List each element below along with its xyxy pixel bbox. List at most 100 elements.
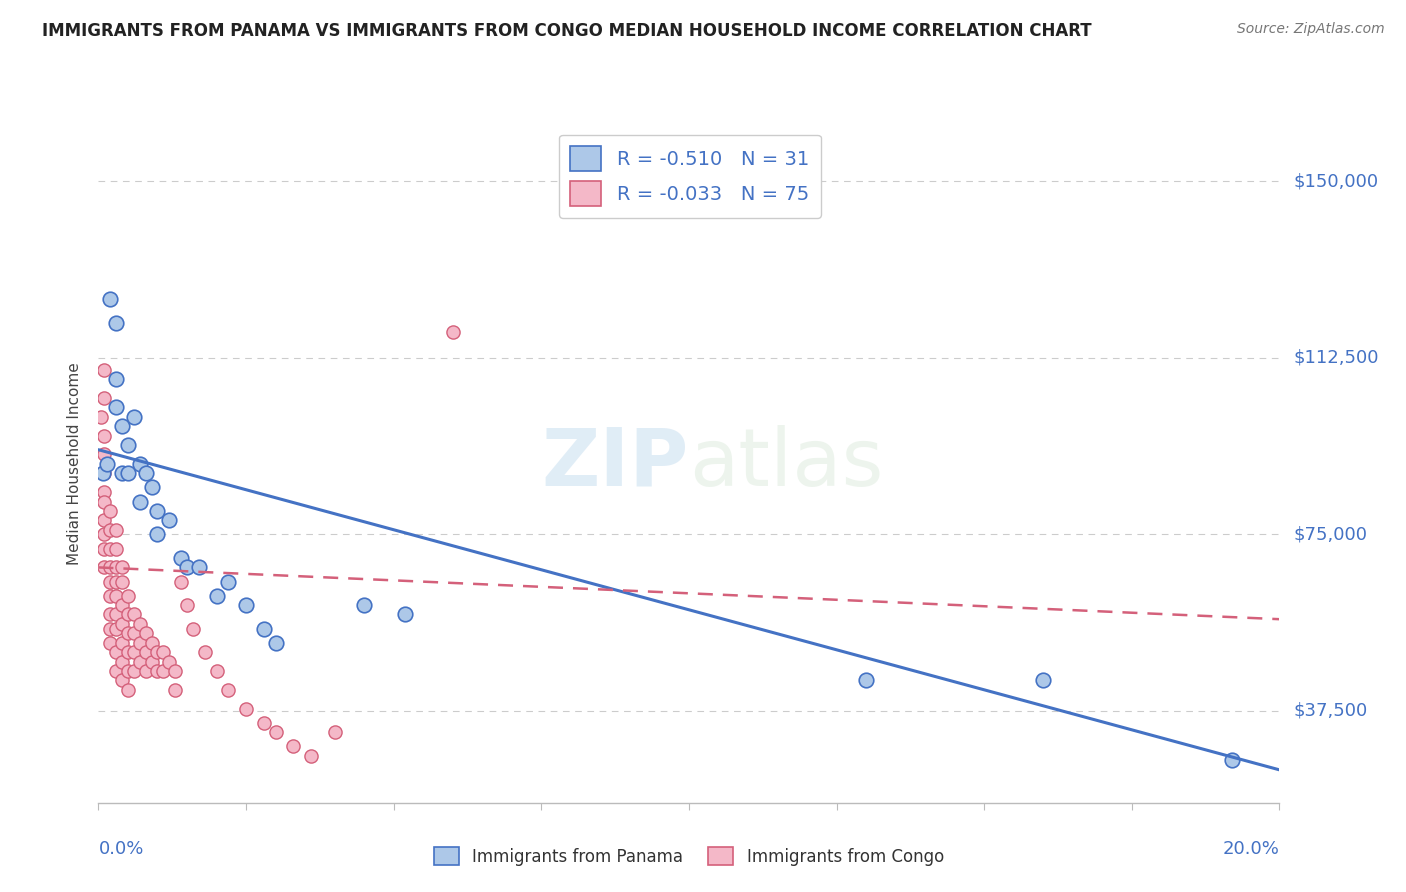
Text: IMMIGRANTS FROM PANAMA VS IMMIGRANTS FROM CONGO MEDIAN HOUSEHOLD INCOME CORRELAT: IMMIGRANTS FROM PANAMA VS IMMIGRANTS FRO… xyxy=(42,22,1092,40)
Text: ZIP: ZIP xyxy=(541,425,689,503)
Point xyxy=(170,574,193,589)
Point xyxy=(1032,673,1054,688)
Point xyxy=(122,607,145,622)
Point xyxy=(170,551,193,566)
Point xyxy=(117,682,139,697)
Y-axis label: Median Household Income: Median Household Income xyxy=(67,362,83,566)
Point xyxy=(93,485,115,500)
Point xyxy=(441,325,464,339)
Point xyxy=(105,664,128,678)
Point xyxy=(135,664,157,678)
Point xyxy=(105,645,128,659)
Point xyxy=(353,598,375,612)
Point xyxy=(105,607,128,622)
Point xyxy=(194,645,217,659)
Point xyxy=(93,527,115,541)
Point xyxy=(117,467,139,481)
Text: $75,000: $75,000 xyxy=(1294,525,1368,543)
Point xyxy=(93,362,115,376)
Point xyxy=(205,664,228,678)
Point xyxy=(117,607,139,622)
Legend: Immigrants from Panama, Immigrants from Congo: Immigrants from Panama, Immigrants from … xyxy=(427,840,950,872)
Point xyxy=(90,409,112,424)
Point xyxy=(128,636,150,650)
Point xyxy=(93,467,115,481)
Point xyxy=(105,560,128,574)
Point xyxy=(135,626,157,640)
Point xyxy=(111,673,134,688)
Point xyxy=(152,645,174,659)
Point xyxy=(135,645,157,659)
Point xyxy=(96,457,118,471)
Point xyxy=(93,541,115,556)
Point xyxy=(91,467,114,481)
Point xyxy=(128,457,150,471)
Point xyxy=(157,655,180,669)
Point xyxy=(105,316,128,330)
Point xyxy=(105,622,128,636)
Text: $37,500: $37,500 xyxy=(1294,702,1368,720)
Point xyxy=(93,391,115,405)
Point xyxy=(205,589,228,603)
Point xyxy=(98,560,121,574)
Point xyxy=(105,541,128,556)
Point xyxy=(264,636,287,650)
Point xyxy=(93,428,115,442)
Point xyxy=(176,598,198,612)
Text: 20.0%: 20.0% xyxy=(1223,840,1279,858)
Point xyxy=(323,725,346,739)
Point xyxy=(111,560,134,574)
Point xyxy=(187,560,209,574)
Point xyxy=(122,626,145,640)
Point xyxy=(235,598,257,612)
Point xyxy=(176,560,198,574)
Point xyxy=(98,607,121,622)
Point xyxy=(93,513,115,527)
Point xyxy=(152,664,174,678)
Point xyxy=(98,541,121,556)
Point xyxy=(98,574,121,589)
Point xyxy=(93,494,115,508)
Point xyxy=(253,622,276,636)
Point xyxy=(146,504,169,518)
Point xyxy=(1220,753,1243,767)
Point xyxy=(264,725,287,739)
Point xyxy=(235,701,257,715)
Point xyxy=(165,682,187,697)
Point xyxy=(146,664,169,678)
Point xyxy=(98,292,121,306)
Point xyxy=(105,574,128,589)
Point xyxy=(117,626,139,640)
Point xyxy=(93,560,115,574)
Point xyxy=(111,655,134,669)
Point xyxy=(117,438,139,452)
Point xyxy=(135,467,157,481)
Point xyxy=(117,664,139,678)
Point xyxy=(105,523,128,537)
Point xyxy=(98,636,121,650)
Point xyxy=(98,523,121,537)
Point xyxy=(111,598,134,612)
Point xyxy=(111,467,134,481)
Point xyxy=(98,504,121,518)
Point xyxy=(111,616,134,631)
Point xyxy=(128,616,150,631)
Point xyxy=(181,622,204,636)
Text: $150,000: $150,000 xyxy=(1294,172,1378,190)
Point xyxy=(128,494,150,508)
Point xyxy=(146,527,169,541)
Point xyxy=(165,664,187,678)
Point xyxy=(146,645,169,659)
Point xyxy=(217,682,239,697)
Text: $112,500: $112,500 xyxy=(1294,349,1379,367)
Point xyxy=(122,645,145,659)
Point xyxy=(111,419,134,434)
Point xyxy=(98,622,121,636)
Point xyxy=(93,447,115,461)
Point xyxy=(98,589,121,603)
Point xyxy=(105,401,128,415)
Point xyxy=(855,673,877,688)
Point xyxy=(299,748,322,763)
Text: Source: ZipAtlas.com: Source: ZipAtlas.com xyxy=(1237,22,1385,37)
Point xyxy=(122,409,145,424)
